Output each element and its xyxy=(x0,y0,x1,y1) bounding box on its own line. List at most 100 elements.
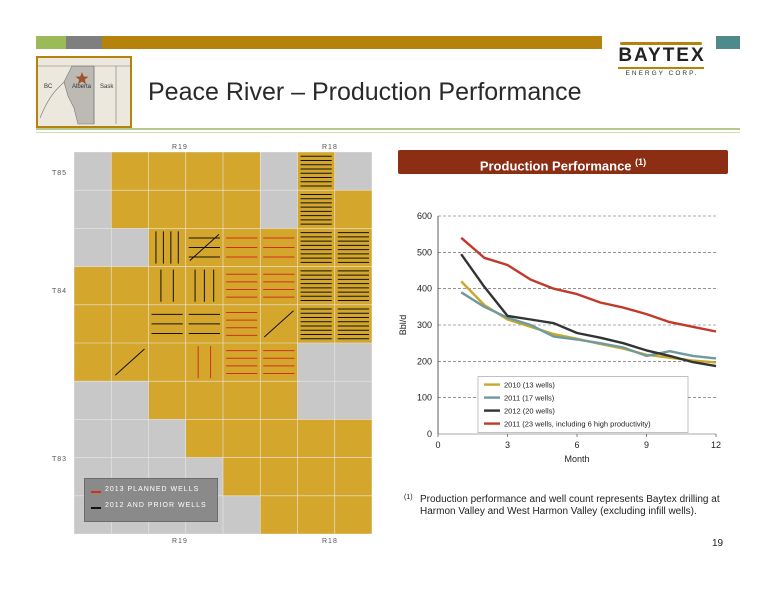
township-label-t85: T85 xyxy=(52,170,68,177)
legend-swatch-2012 xyxy=(91,507,101,509)
township-label-t84: T84 xyxy=(52,288,68,295)
x-tick-label: 9 xyxy=(644,440,649,450)
range-label-top-r19: R19 xyxy=(172,144,188,151)
map-section xyxy=(334,228,372,267)
logo-subtitle: ENERGY CORP. xyxy=(625,70,699,77)
y-tick-label: 600 xyxy=(417,211,432,221)
map-section xyxy=(260,343,298,382)
baytex-logo xyxy=(606,36,718,86)
map-section xyxy=(223,304,261,343)
map-section xyxy=(223,419,261,458)
map-section xyxy=(111,190,149,229)
legend-label-2012: 2012 and Prior Wells xyxy=(105,502,207,509)
map-section xyxy=(223,190,261,229)
well-line xyxy=(114,348,145,376)
y-tick-label: 300 xyxy=(417,320,432,330)
title-underline xyxy=(36,128,740,130)
map-section xyxy=(148,381,186,420)
logo-name: BAYTEX xyxy=(618,45,706,66)
map-section xyxy=(185,190,223,229)
map-section xyxy=(297,457,335,496)
series-line-1 xyxy=(460,280,717,364)
panel-title: Production Performance xyxy=(479,158,632,174)
map-section xyxy=(111,152,149,191)
map-section xyxy=(223,457,261,496)
map-section xyxy=(297,419,335,458)
map-section xyxy=(297,152,335,191)
locator-label-sask: Sask xyxy=(100,84,114,90)
map-section xyxy=(148,152,186,191)
title-underline-thin xyxy=(36,132,740,133)
star-icon xyxy=(75,72,89,85)
map-section xyxy=(297,190,335,229)
production-performance-header: Production Performance (1) xyxy=(398,150,728,174)
map-section xyxy=(334,190,372,229)
map-section xyxy=(74,343,112,382)
logo-swoosh-lower xyxy=(618,67,704,69)
map-section xyxy=(334,304,372,343)
map-section xyxy=(297,304,335,343)
footnote: (1) Production performance and well coun… xyxy=(404,494,724,518)
map-section xyxy=(297,266,335,305)
panel-superscript: (1) xyxy=(635,157,647,167)
well-line xyxy=(263,310,294,338)
map-section xyxy=(334,266,372,305)
map-legend: 2013 Planned Wells 2012 and Prior Wells xyxy=(84,478,218,522)
well-line xyxy=(189,234,220,261)
y-tick-label: 200 xyxy=(417,356,432,366)
x-tick-label: 6 xyxy=(574,440,579,450)
y-tick-label: 0 xyxy=(427,429,432,439)
map-section xyxy=(223,343,261,382)
locator-map: BC Alberta Sask xyxy=(36,56,132,128)
legend-entry-4: 2011 (23 wells, including 6 high product… xyxy=(504,420,651,429)
map-section xyxy=(297,495,335,534)
map-section xyxy=(260,266,298,305)
map-section xyxy=(223,381,261,420)
map-section xyxy=(148,190,186,229)
map-section xyxy=(74,266,112,305)
map-section xyxy=(185,152,223,191)
legend-entry-2: 2011 (17 wells) xyxy=(504,394,555,403)
legend-entry-3: 2012 (20 wells) xyxy=(504,407,555,416)
legend-entry-1: 2010 (13 wells) xyxy=(504,381,555,390)
chart-legend xyxy=(477,376,689,433)
well-map xyxy=(73,151,373,535)
map-section xyxy=(260,419,298,458)
map-section xyxy=(111,266,149,305)
map-section xyxy=(148,266,186,305)
bar-segment-gold xyxy=(102,36,602,49)
logo-swoosh xyxy=(620,42,702,45)
bar-segment-teal xyxy=(716,36,740,49)
range-label-top-r18: R18 xyxy=(322,144,338,151)
footnote-mark: (1) xyxy=(404,494,413,501)
legend-label-2013: 2013 Planned Wells xyxy=(105,486,200,493)
map-section xyxy=(148,343,186,382)
map-section xyxy=(223,266,261,305)
x-tick-label: 3 xyxy=(505,440,510,450)
map-section xyxy=(185,419,223,458)
locator-label-bc: BC xyxy=(44,84,53,90)
y-axis-label: Bbl/d xyxy=(398,315,408,336)
map-section xyxy=(260,381,298,420)
range-label-bottom-r19: R19 xyxy=(172,538,188,545)
map-section xyxy=(260,495,298,534)
locator-label-alberta: Alberta xyxy=(72,84,92,90)
map-section xyxy=(111,304,149,343)
range-label-bottom-r18: R18 xyxy=(322,538,338,545)
map-section xyxy=(297,228,335,267)
x-tick-label: 0 xyxy=(435,440,440,450)
map-section xyxy=(74,304,112,343)
x-axis-label: Month xyxy=(564,454,589,464)
map-section xyxy=(148,228,186,267)
production-chart: 0 100 200 300 400 500 600 0 3 6 9 12 Month Bbl/d 2010 … xyxy=(388,200,738,480)
map-section xyxy=(334,457,372,496)
map-section xyxy=(334,419,372,458)
x-tick-label: 12 xyxy=(711,440,721,450)
locator-map-drawing xyxy=(38,58,130,126)
map-section xyxy=(185,381,223,420)
series-line-4 xyxy=(460,236,717,333)
township-label-t83: T83 xyxy=(52,456,68,463)
series-line-2 xyxy=(460,291,717,360)
footnote-text: Production performance and well count re… xyxy=(420,494,720,517)
production-chart-svg: 0 100 200 300 400 500 600 0 3 6 9 12 Month Bbl/d 2010 … xyxy=(398,211,721,464)
